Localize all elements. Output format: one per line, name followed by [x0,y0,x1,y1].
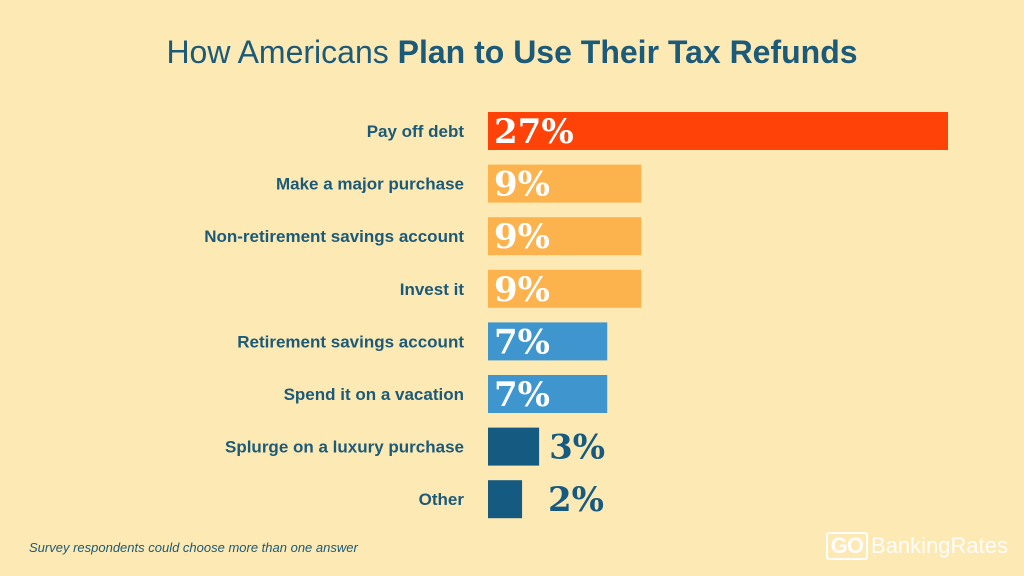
bar [488,164,642,203]
chart-title-prefix: How Americans [166,34,398,70]
category-label: Invest it [400,280,465,299]
footnote: Survey respondents could choose more tha… [29,540,358,555]
value-label: 9% [494,217,550,257]
bar [488,480,523,519]
bar [488,217,642,256]
value-label: 27% [494,112,574,152]
bar [488,375,608,413]
value-label: 7% [494,375,550,415]
value-label: 7% [494,322,550,362]
category-label: Retirement savings account [237,332,464,351]
category-label: Splurge on a luxury purchase [225,438,464,457]
value-label: 2% [548,480,604,520]
category-label: Other [419,490,465,509]
category-label: Non-retirement savings account [204,227,464,246]
value-label: 3% [549,428,605,468]
category-label: Spend it on a vacation [284,385,464,404]
value-label: 9% [494,165,550,205]
logo-go-mark: GO [825,532,869,560]
category-label: Pay off debt [367,122,465,141]
bar [488,322,608,361]
category-label: Make a major purchase [276,175,464,194]
bar [488,269,642,308]
logo-wordmark: BankingRates [871,533,1008,558]
chart-title: How Americans Plan to Use Their Tax Refu… [0,34,1024,71]
bar [488,427,540,466]
bar [488,112,948,150]
gobankingrates-logo: GO BankingRates [825,532,1008,560]
chart-title-bold: Plan to Use Their Tax Refunds [397,34,858,70]
value-label: 9% [494,270,550,310]
